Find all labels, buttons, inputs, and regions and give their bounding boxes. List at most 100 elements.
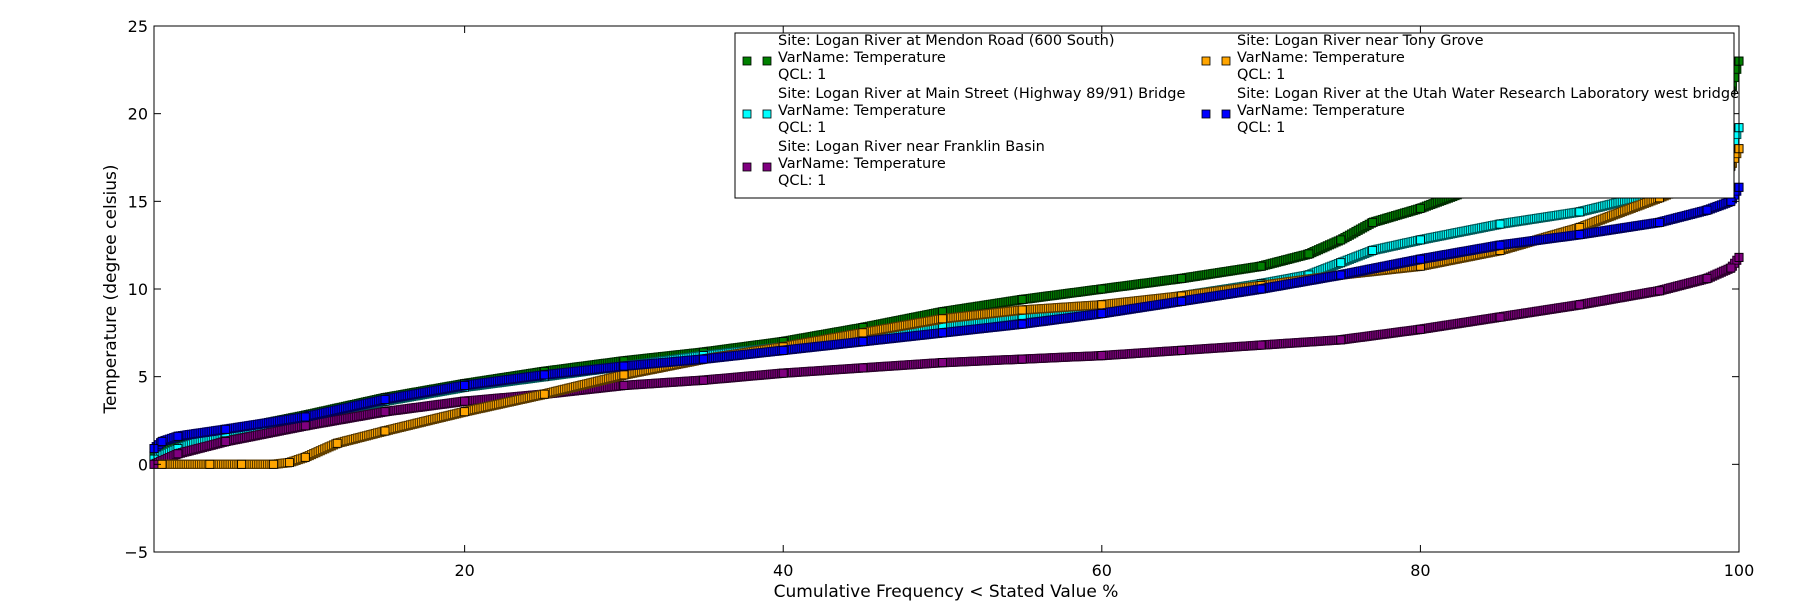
- legend-label: Site: Logan River near Tony Grove: [1237, 33, 1484, 49]
- data-point: [858, 328, 868, 338]
- data-point: [1256, 261, 1266, 271]
- data-point: [1097, 300, 1107, 310]
- data-point: [173, 449, 183, 459]
- data-point: [619, 380, 629, 390]
- y-axis-title: Temperature (degree celsius): [101, 164, 121, 414]
- legend-marker: [1201, 109, 1211, 119]
- data-point: [332, 438, 342, 448]
- legend-label: QCL: 1: [778, 173, 826, 189]
- legend-label: QCL: 1: [778, 67, 826, 83]
- data-point: [778, 345, 788, 355]
- data-point: [1256, 340, 1266, 350]
- y-tick-label: 10: [128, 280, 148, 299]
- x-tick-label: 60: [1092, 561, 1112, 580]
- y-tick-label: 15: [128, 192, 148, 211]
- data-point: [1495, 240, 1505, 250]
- x-tick-label: 20: [454, 561, 474, 580]
- data-point: [619, 361, 629, 371]
- data-point: [699, 354, 708, 364]
- series-3: [149, 252, 1744, 469]
- data-point: [539, 370, 549, 380]
- data-point: [1256, 284, 1266, 294]
- legend-box: [734, 32, 1735, 199]
- legend-label: Site: Logan River at Main Street (Highwa…: [778, 86, 1185, 102]
- data-point: [1702, 205, 1712, 215]
- legend-label: VarName: Temperature: [1237, 50, 1405, 66]
- legend-marker: [762, 109, 772, 119]
- legend-marker: [762, 162, 772, 172]
- data-point: [1655, 286, 1664, 296]
- data-point: [938, 358, 947, 368]
- data-point: [1726, 263, 1736, 273]
- data-point: [205, 459, 215, 469]
- data-point: [1336, 335, 1346, 345]
- data-point: [1097, 309, 1107, 318]
- x-tick-label: 40: [773, 561, 793, 580]
- legend-entry: Site: Logan River near Tony GroveVarName…: [1201, 33, 1484, 83]
- data-point: [173, 431, 183, 441]
- legend-label: VarName: Temperature: [778, 156, 946, 172]
- legend-label: QCL: 1: [1237, 67, 1285, 83]
- data-point: [460, 380, 470, 390]
- data-point: [1017, 319, 1027, 329]
- data-point: [380, 407, 390, 417]
- data-point: [1575, 230, 1585, 240]
- legend: Site: Logan River at Mendon Road (600 So…: [734, 32, 1739, 199]
- data-point: [300, 421, 310, 431]
- data-point: [1304, 249, 1314, 259]
- data-point: [1177, 274, 1186, 283]
- legend-marker: [1221, 56, 1231, 66]
- y-tick-label: 20: [128, 105, 148, 124]
- x-tick-label: 100: [1724, 561, 1755, 580]
- legend-label: Site: Logan River near Franklin Basin: [778, 139, 1045, 155]
- data-point: [1017, 354, 1027, 364]
- legend-label: VarName: Temperature: [778, 103, 946, 119]
- data-point: [1575, 300, 1585, 310]
- data-point: [157, 437, 167, 446]
- data-point: [460, 396, 470, 406]
- data-point: [1495, 219, 1505, 229]
- data-point: [1416, 235, 1425, 245]
- data-point: [1416, 324, 1425, 334]
- data-point: [1097, 284, 1107, 294]
- data-point: [1097, 351, 1107, 361]
- x-tick-label: 80: [1410, 561, 1430, 580]
- data-point: [300, 452, 310, 462]
- legend-label: Site: Logan River at Mendon Road (600 So…: [778, 33, 1115, 49]
- data-point: [380, 395, 390, 404]
- data-point: [237, 459, 247, 469]
- data-point: [539, 389, 549, 399]
- data-point: [460, 407, 470, 417]
- data-point: [284, 458, 294, 468]
- legend-marker: [742, 162, 752, 172]
- legend-label: QCL: 1: [778, 120, 826, 136]
- y-tick-label: 0: [138, 455, 148, 474]
- legend-entry: Site: Logan River near Franklin BasinVar…: [742, 139, 1045, 189]
- data-point: [1416, 254, 1425, 264]
- y-tick-label: 5: [138, 368, 148, 387]
- axis-ticks: 20 40 60 80 100 −5 0 5 10 15 20 25: [124, 17, 1754, 580]
- legend-marker: [1221, 109, 1231, 119]
- legend-marker: [742, 56, 752, 66]
- legend-entry: Site: Logan River at the Utah Water Rese…: [1201, 86, 1739, 136]
- data-point: [1177, 296, 1186, 306]
- data-point: [938, 328, 947, 338]
- data-point: [1336, 270, 1346, 280]
- legend-label: VarName: Temperature: [1237, 103, 1405, 119]
- data-point: [858, 363, 868, 373]
- legend-entry: Site: Logan River at Main Street (Highwa…: [742, 86, 1185, 136]
- y-tick-label: −5: [124, 543, 148, 562]
- legend-entry: Site: Logan River at Mendon Road (600 So…: [742, 33, 1115, 83]
- y-tick-label: 25: [128, 17, 148, 36]
- data-point: [1575, 207, 1585, 217]
- data-point: [1017, 295, 1027, 304]
- data-point: [1655, 217, 1664, 227]
- legend-label: VarName: Temperature: [778, 50, 946, 66]
- data-point: [778, 368, 788, 378]
- data-point: [221, 437, 231, 446]
- data-point: [380, 426, 390, 436]
- data-point: [858, 337, 868, 347]
- data-point: [1702, 274, 1712, 283]
